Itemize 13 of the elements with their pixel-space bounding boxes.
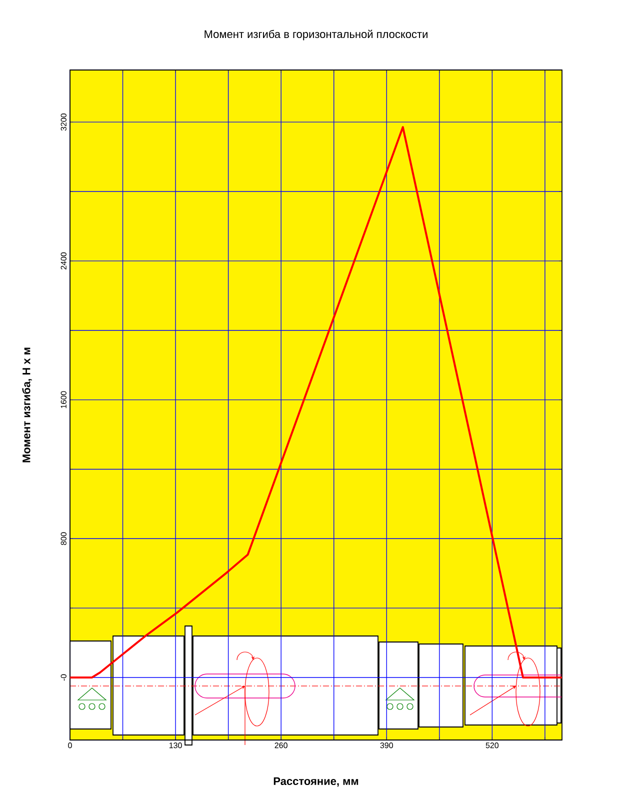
y-tick-label: -0 (60, 674, 66, 681)
chart-title: Момент изгиба в горизонтальной плоскости (204, 30, 428, 40)
y-tick-label: 1600 (60, 391, 66, 408)
y-axis-title: Момент изгиба, Н х м (22, 348, 32, 462)
x-tick-label: 520 (486, 742, 499, 748)
x-tick-label: 390 (380, 742, 393, 748)
y-tick-label: 2400 (60, 252, 66, 270)
y-tick-label: 800 (60, 532, 66, 545)
x-tick-label: 260 (274, 742, 288, 748)
x-tick-label: 0 (68, 742, 72, 748)
y-tick-label: 3200 (60, 113, 66, 131)
x-tick-label: 130 (169, 742, 182, 748)
x-axis-title: Расстояние, мм (274, 777, 358, 787)
